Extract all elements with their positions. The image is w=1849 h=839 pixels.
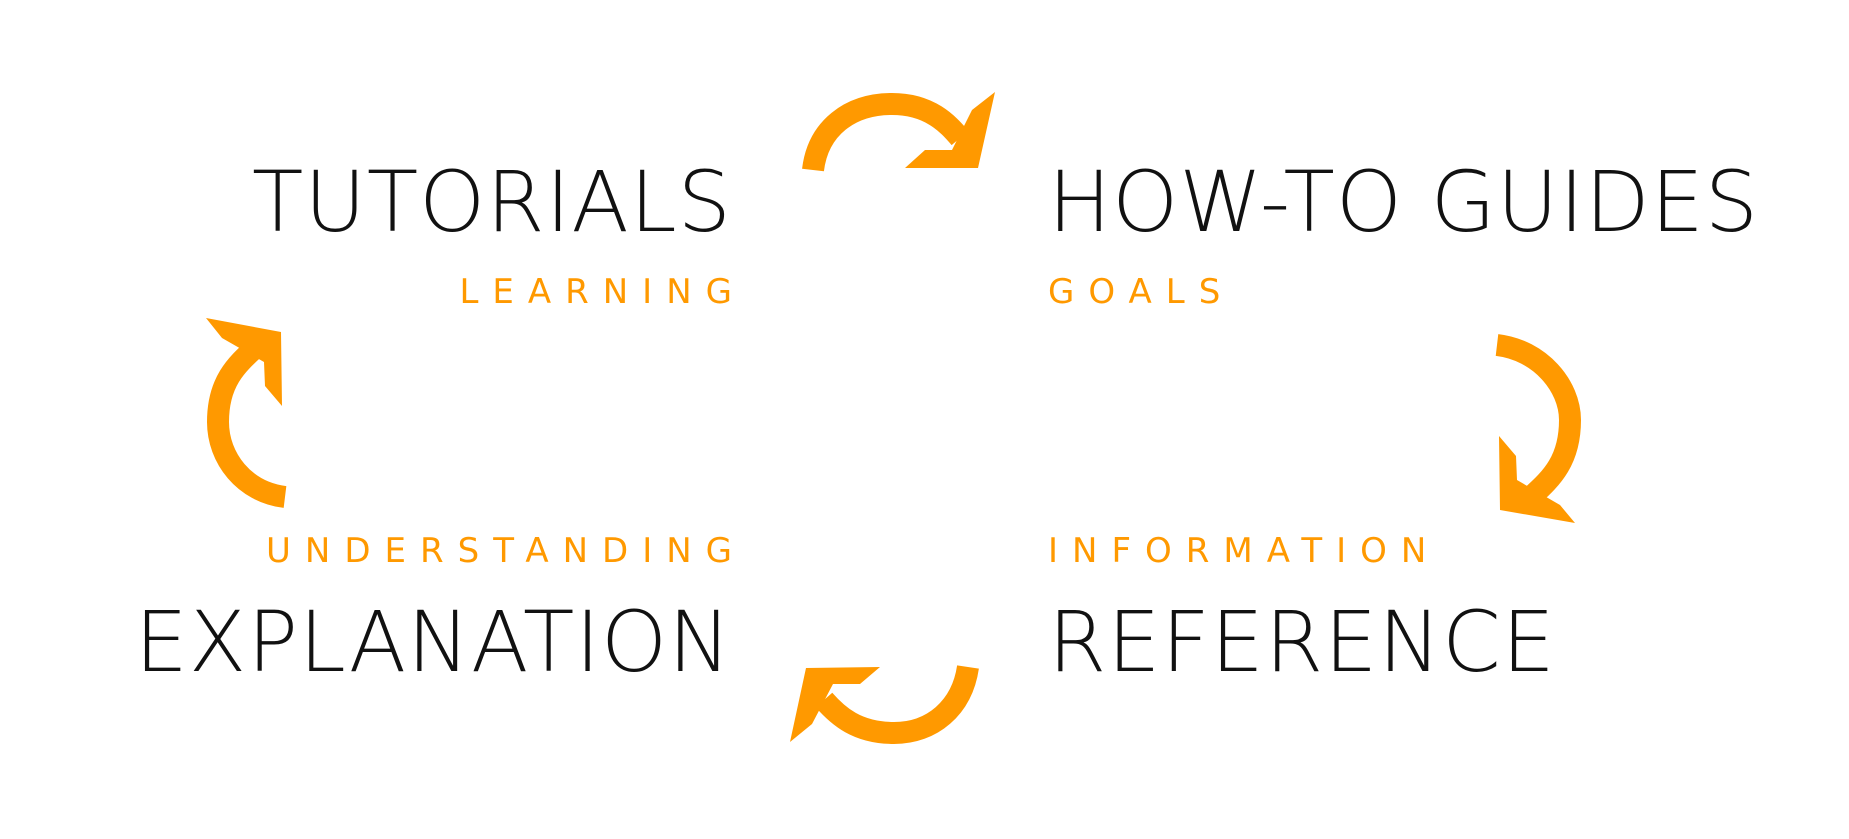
tutorials-title: TUTORIALS — [252, 153, 732, 251]
left-arrow-icon — [206, 318, 287, 508]
explanation-title: EXPLANATION — [134, 593, 732, 691]
explanation-subtitle: UNDERSTANDING — [266, 531, 746, 571]
howto-quadrant: HOW-TO GUIDES GOALS — [1048, 160, 1828, 320]
top-arrow-icon — [802, 92, 995, 172]
right-arrow-icon — [1495, 334, 1582, 523]
bottom-arrow-icon — [790, 664, 979, 745]
reference-quadrant: INFORMATION REFERENCE — [1048, 528, 1748, 688]
explanation-quadrant: UNDERSTANDING EXPLANATION — [60, 528, 732, 688]
howto-subtitle: GOALS — [1048, 272, 1235, 312]
reference-subtitle: INFORMATION — [1048, 531, 1441, 571]
reference-title: REFERENCE — [1048, 593, 1556, 691]
howto-title: HOW-TO GUIDES — [1048, 153, 1760, 251]
tutorials-subtitle: LEARNING — [459, 272, 746, 312]
tutorials-quadrant: TUTORIALS LEARNING — [200, 160, 732, 320]
